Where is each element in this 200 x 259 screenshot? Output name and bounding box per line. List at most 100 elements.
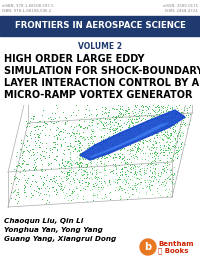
Point — [173, 110, 176, 114]
Point — [118, 170, 121, 174]
Point — [56, 142, 59, 147]
Point — [100, 161, 103, 165]
Point — [112, 143, 116, 147]
Point — [28, 119, 32, 123]
Point — [62, 130, 65, 134]
Point — [129, 185, 132, 189]
Point — [79, 164, 83, 168]
Point — [169, 156, 172, 160]
Point — [77, 122, 81, 126]
Point — [64, 135, 67, 139]
Point — [139, 169, 142, 174]
Point — [87, 148, 90, 153]
Point — [120, 115, 123, 119]
Point — [85, 103, 88, 107]
Point — [123, 177, 126, 181]
Point — [159, 148, 162, 152]
Point — [65, 160, 68, 164]
Point — [170, 119, 173, 124]
Point — [74, 147, 77, 151]
Point — [143, 168, 146, 172]
Point — [35, 156, 38, 160]
Point — [75, 155, 78, 159]
Point — [39, 124, 42, 128]
Point — [41, 182, 44, 186]
Point — [32, 158, 35, 162]
Point — [169, 173, 172, 177]
Point — [132, 127, 135, 131]
Point — [102, 185, 105, 189]
Point — [169, 177, 172, 182]
Point — [13, 188, 17, 192]
Point — [136, 143, 139, 148]
Point — [146, 132, 149, 136]
Point — [174, 127, 177, 132]
Point — [129, 154, 132, 158]
Point — [111, 133, 115, 138]
Point — [127, 181, 130, 185]
Point — [153, 123, 156, 127]
Point — [179, 107, 182, 111]
Point — [156, 133, 159, 137]
Point — [136, 128, 140, 132]
Point — [174, 122, 177, 126]
Point — [123, 186, 126, 191]
Point — [149, 117, 153, 121]
Point — [156, 151, 159, 155]
Point — [71, 197, 75, 201]
Point — [105, 106, 108, 110]
Point — [134, 164, 137, 168]
Point — [79, 148, 83, 152]
Point — [108, 129, 111, 133]
Point — [90, 149, 93, 153]
Point — [61, 163, 65, 167]
Point — [118, 131, 121, 135]
Point — [137, 164, 140, 169]
Point — [137, 130, 141, 134]
Point — [155, 140, 158, 144]
Point — [96, 149, 100, 154]
Point — [115, 120, 118, 124]
Point — [63, 121, 67, 125]
Point — [36, 124, 39, 128]
Point — [103, 164, 106, 168]
Point — [82, 130, 85, 134]
Point — [78, 154, 82, 158]
Point — [128, 194, 131, 198]
Point — [72, 131, 75, 135]
Point — [169, 106, 172, 111]
Point — [160, 125, 163, 129]
Point — [63, 164, 66, 168]
Point — [38, 145, 41, 149]
Point — [154, 133, 158, 137]
Point — [82, 172, 85, 176]
Point — [60, 182, 63, 186]
Point — [168, 162, 171, 166]
Point — [82, 157, 85, 161]
Point — [66, 198, 69, 202]
Point — [53, 121, 56, 125]
Point — [15, 163, 19, 168]
Point — [108, 177, 111, 182]
Point — [168, 143, 171, 147]
Point — [132, 139, 135, 143]
Point — [40, 186, 43, 191]
Point — [167, 150, 171, 154]
Point — [98, 159, 102, 163]
Point — [60, 158, 63, 162]
Point — [132, 137, 135, 141]
Point — [151, 113, 154, 118]
Point — [32, 152, 36, 156]
Point — [65, 131, 68, 135]
Point — [74, 103, 78, 107]
Point — [45, 192, 48, 196]
Point — [64, 159, 67, 163]
Point — [132, 100, 136, 104]
Point — [146, 154, 149, 158]
Point — [104, 181, 107, 185]
Point — [156, 121, 160, 125]
Point — [78, 124, 82, 128]
Point — [103, 167, 106, 171]
Point — [162, 184, 165, 188]
Point — [42, 148, 45, 153]
